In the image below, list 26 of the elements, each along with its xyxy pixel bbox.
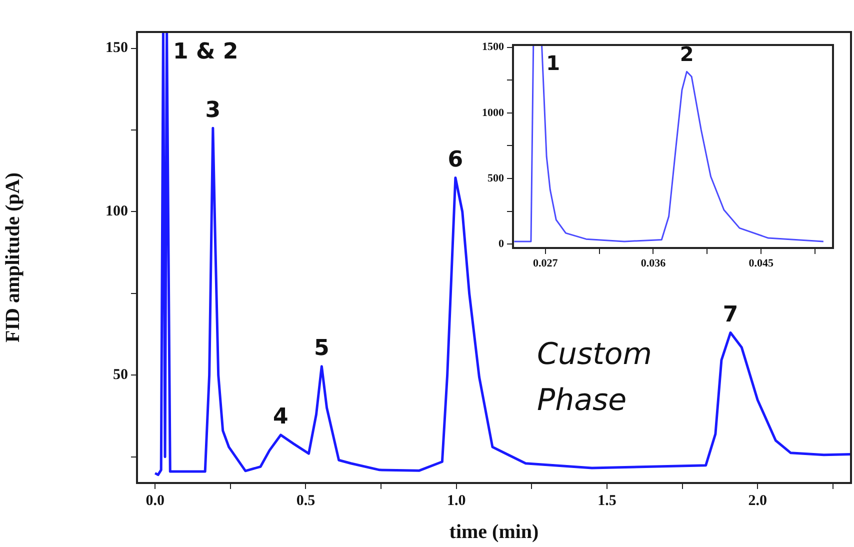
x-axis-title: time (min) bbox=[449, 521, 539, 544]
annotation: 7 bbox=[722, 302, 738, 328]
x-tick-label: 0.0 bbox=[146, 492, 164, 509]
y-axis-title: FID amplitude (pA) bbox=[2, 172, 24, 343]
x-tick-label: 2.0 bbox=[748, 492, 767, 509]
y-tick-label: 500 bbox=[488, 172, 504, 184]
x-tick-label: 0.5 bbox=[296, 492, 316, 509]
x-tick-label: 1.5 bbox=[598, 492, 616, 509]
annotation: 1 bbox=[546, 51, 560, 76]
annotation: 1 & 2 bbox=[173, 40, 238, 65]
x-tick-label: 0.045 bbox=[748, 257, 774, 270]
y-tick-label: 100 bbox=[106, 204, 128, 220]
x-tick-label: 1.0 bbox=[446, 492, 466, 509]
x-tick-label: 0.036 bbox=[640, 257, 666, 270]
annotation: 6 bbox=[448, 147, 464, 172]
annotation: 4 bbox=[273, 404, 288, 430]
annotation: Custom Phase bbox=[537, 336, 653, 420]
y-tick-label: 0 bbox=[498, 238, 504, 250]
annotation: 5 bbox=[314, 336, 330, 362]
x-tick-label: 0.027 bbox=[532, 257, 558, 270]
annotation: 3 bbox=[205, 98, 221, 123]
annotation: 2 bbox=[680, 42, 694, 66]
y-tick-label: 150 bbox=[106, 40, 128, 56]
y-tick-label: 1500 bbox=[482, 41, 504, 54]
y-tick-label: 1000 bbox=[482, 106, 504, 119]
y-tick-label: 50 bbox=[113, 367, 128, 384]
